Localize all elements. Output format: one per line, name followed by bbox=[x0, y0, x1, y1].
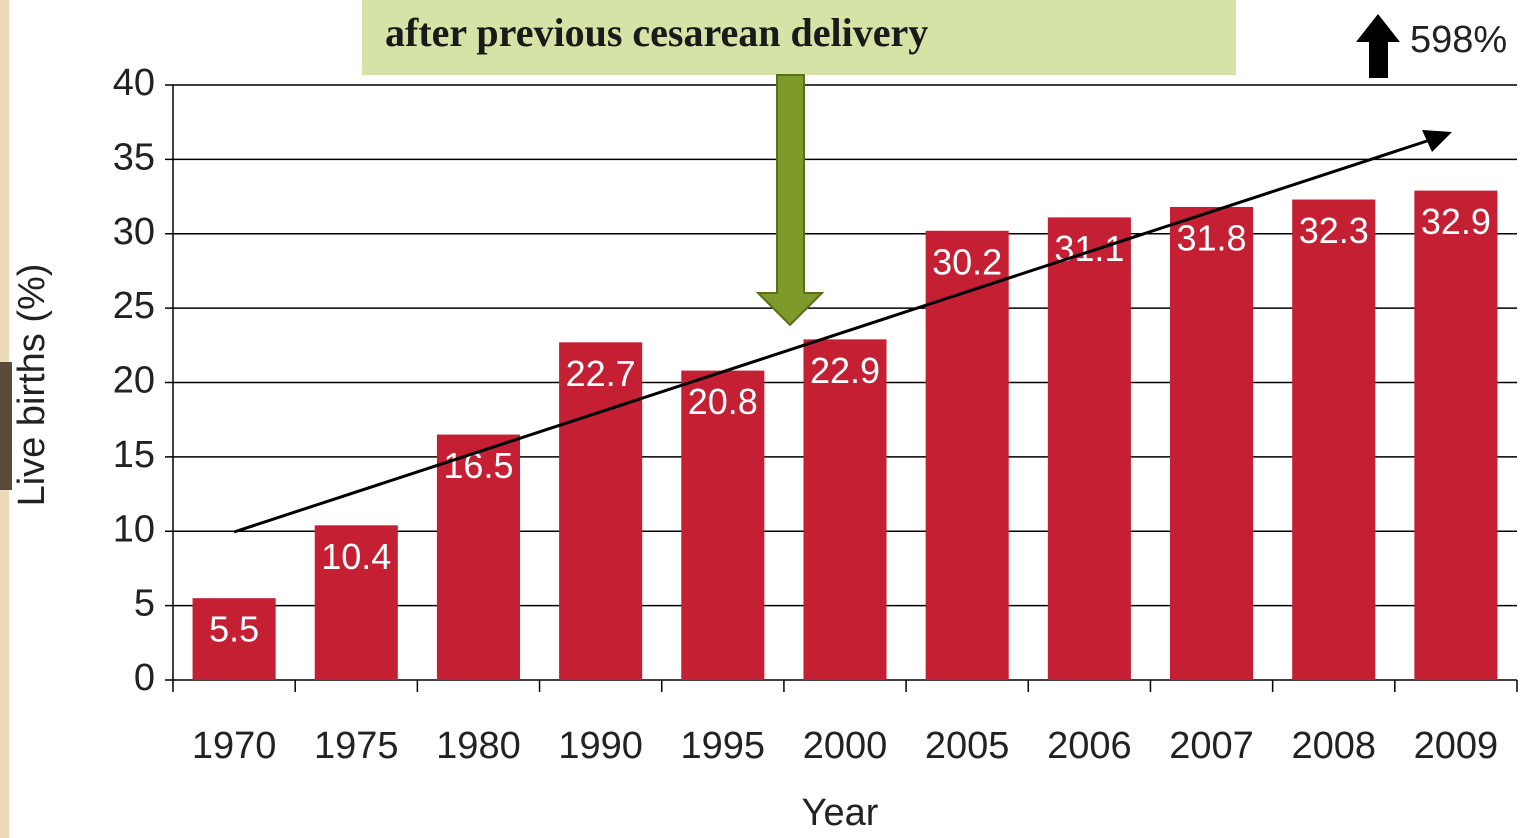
value-label: 22.7 bbox=[566, 353, 636, 394]
value-label: 32.9 bbox=[1421, 201, 1491, 242]
increase-label: 598% bbox=[1410, 19, 1507, 61]
bar bbox=[803, 339, 887, 680]
y-tick-label: 15 bbox=[113, 434, 155, 476]
bar bbox=[1047, 217, 1131, 680]
bar bbox=[559, 342, 643, 680]
trend-arrowhead bbox=[1422, 130, 1452, 152]
bar bbox=[1414, 190, 1498, 681]
x-tick-label: 2007 bbox=[1169, 725, 1254, 767]
x-tick-label: 2000 bbox=[803, 725, 888, 767]
y-tick-label: 35 bbox=[113, 136, 155, 178]
trend-line bbox=[233, 138, 1431, 534]
x-tick-label: 2006 bbox=[1047, 725, 1132, 767]
pointer-arrow bbox=[755, 74, 825, 327]
annotation-box bbox=[362, 0, 1236, 75]
value-label: 22.9 bbox=[810, 350, 880, 391]
x-tick-label: 1970 bbox=[192, 725, 277, 767]
y-tick-label: 5 bbox=[134, 583, 155, 625]
value-label: 5.5 bbox=[209, 609, 259, 650]
x-tick-label: 1995 bbox=[681, 725, 766, 767]
bar bbox=[192, 598, 276, 680]
y-tick-label: 30 bbox=[113, 211, 155, 253]
value-label: 10.4 bbox=[321, 536, 391, 577]
y-tick-label: 25 bbox=[113, 285, 155, 327]
annotation-text: after previous cesarean delivery bbox=[385, 10, 928, 55]
value-label: 31.1 bbox=[1054, 228, 1124, 269]
up-arrow bbox=[1356, 14, 1400, 78]
value-label: 20.8 bbox=[688, 381, 758, 422]
x-tick-label: 1975 bbox=[314, 725, 399, 767]
x-tick-label: 2005 bbox=[925, 725, 1010, 767]
bar bbox=[436, 434, 520, 680]
x-tick-label: 2009 bbox=[1414, 725, 1499, 767]
x-axis-title: Year bbox=[802, 792, 879, 834]
bar bbox=[1170, 206, 1254, 680]
x-tick-label: 2008 bbox=[1291, 725, 1376, 767]
y-axis-title: Live births (%) bbox=[11, 264, 53, 507]
y-tick-label: 40 bbox=[113, 62, 155, 104]
value-label: 32.3 bbox=[1299, 210, 1369, 251]
value-label: 31.8 bbox=[1177, 217, 1247, 258]
side-tab bbox=[0, 362, 12, 490]
x-tick-label: 1990 bbox=[558, 725, 643, 767]
bar bbox=[681, 370, 765, 680]
bar bbox=[314, 525, 398, 680]
y-tick-label: 10 bbox=[113, 508, 155, 550]
plot-area: 051015202530354019705.5197510.4198016.51… bbox=[113, 62, 1518, 767]
value-label: 30.2 bbox=[932, 241, 1002, 282]
bar bbox=[1292, 199, 1376, 680]
y-tick-label: 0 bbox=[134, 657, 155, 699]
x-tick-label: 1980 bbox=[436, 725, 521, 767]
bar bbox=[925, 230, 1009, 680]
y-tick-label: 20 bbox=[113, 360, 155, 402]
